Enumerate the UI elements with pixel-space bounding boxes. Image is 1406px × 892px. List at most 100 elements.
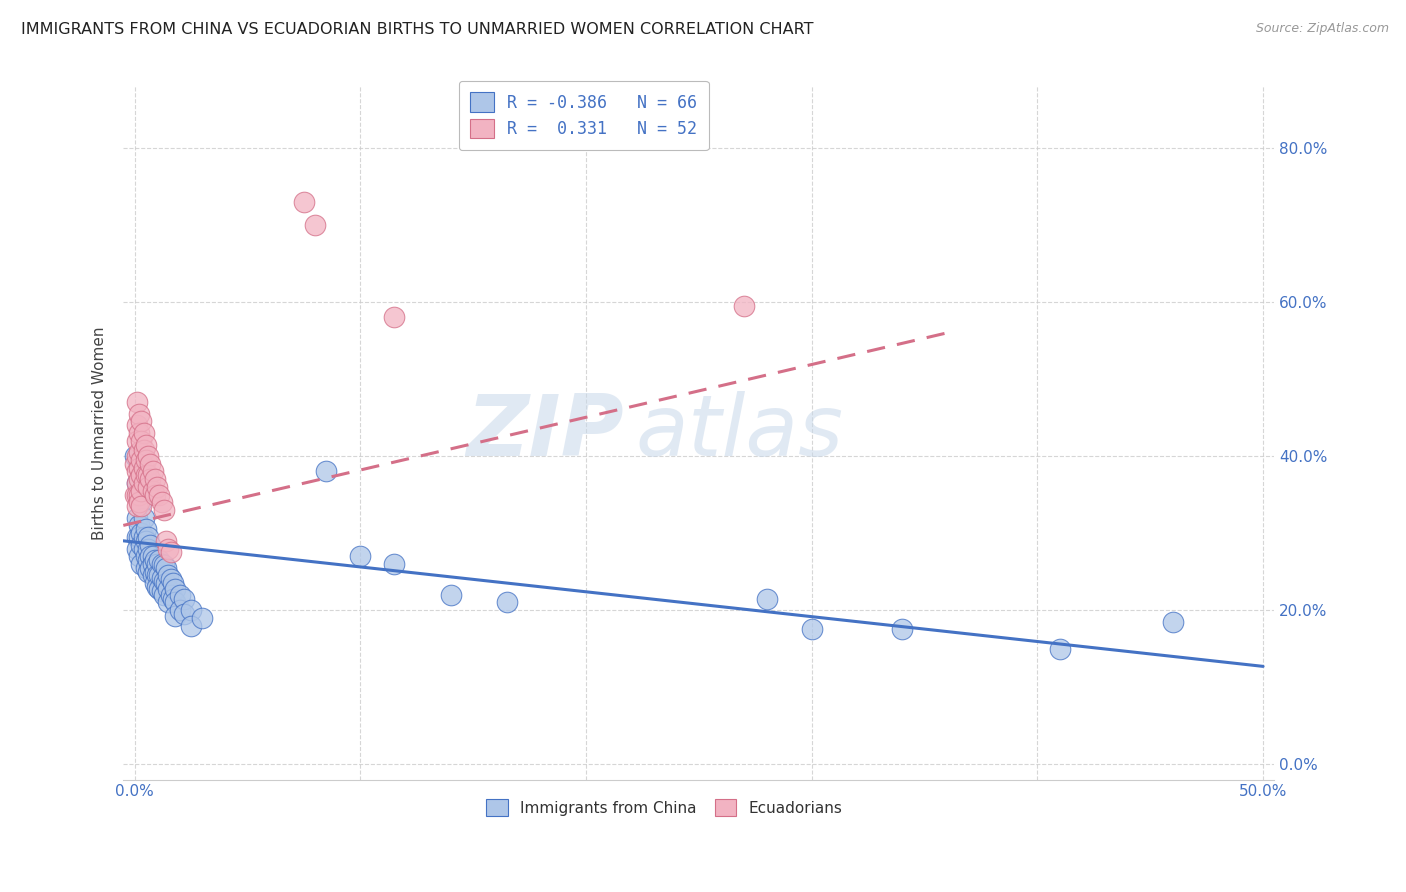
- Point: [153, 574, 176, 588]
- Point: [148, 568, 170, 582]
- Point: [153, 503, 176, 517]
- Point: [136, 541, 159, 556]
- Point: [496, 595, 519, 609]
- Point: [136, 553, 159, 567]
- Point: [125, 449, 148, 463]
- Point: [755, 591, 778, 606]
- Point: [128, 487, 150, 501]
- Point: [180, 618, 202, 632]
- Point: [150, 571, 173, 585]
- Point: [132, 541, 155, 556]
- Point: [146, 557, 169, 571]
- Point: [132, 442, 155, 457]
- Point: [136, 468, 159, 483]
- Point: [155, 561, 177, 575]
- Point: [1049, 641, 1071, 656]
- Point: [135, 468, 157, 483]
- Point: [132, 476, 155, 491]
- Point: [159, 588, 181, 602]
- Text: ZIP: ZIP: [467, 392, 624, 475]
- Point: [124, 449, 146, 463]
- Point: [146, 580, 169, 594]
- Point: [131, 557, 153, 571]
- Point: [146, 568, 169, 582]
- Point: [349, 549, 371, 564]
- Point: [191, 611, 214, 625]
- Point: [315, 465, 337, 479]
- Point: [165, 595, 187, 609]
- Point: [131, 495, 153, 509]
- Point: [125, 499, 148, 513]
- Point: [292, 194, 315, 209]
- Point: [143, 472, 166, 486]
- Point: [153, 558, 176, 573]
- Point: [304, 218, 326, 232]
- Point: [173, 607, 195, 621]
- Point: [139, 561, 162, 575]
- Point: [143, 553, 166, 567]
- Point: [135, 533, 157, 548]
- Point: [153, 588, 176, 602]
- Point: [165, 609, 187, 624]
- Point: [128, 472, 150, 486]
- Point: [135, 522, 157, 536]
- Point: [142, 557, 165, 571]
- Point: [132, 510, 155, 524]
- Point: [142, 568, 165, 582]
- Point: [162, 576, 184, 591]
- Point: [150, 495, 173, 509]
- Point: [139, 472, 162, 486]
- Point: [135, 453, 157, 467]
- Point: [125, 541, 148, 556]
- Point: [439, 588, 461, 602]
- Point: [131, 468, 153, 483]
- Point: [155, 533, 177, 548]
- Point: [142, 549, 165, 564]
- Point: [148, 582, 170, 596]
- Point: [128, 549, 150, 564]
- Point: [125, 465, 148, 479]
- Point: [800, 623, 823, 637]
- Point: [128, 487, 150, 501]
- Point: [131, 499, 153, 513]
- Point: [157, 582, 180, 596]
- Point: [143, 565, 166, 579]
- Point: [136, 449, 159, 463]
- Point: [132, 530, 155, 544]
- Point: [157, 595, 180, 609]
- Point: [148, 487, 170, 501]
- Point: [131, 526, 153, 541]
- Point: [135, 549, 157, 564]
- Point: [136, 530, 159, 544]
- Point: [135, 561, 157, 575]
- Point: [162, 591, 184, 606]
- Point: [733, 299, 755, 313]
- Y-axis label: Births to Unmarried Women: Births to Unmarried Women: [93, 326, 107, 540]
- Point: [125, 476, 148, 491]
- Point: [124, 457, 146, 471]
- Point: [132, 425, 155, 440]
- Point: [165, 582, 187, 596]
- Point: [157, 568, 180, 582]
- Point: [150, 557, 173, 571]
- Text: Source: ZipAtlas.com: Source: ZipAtlas.com: [1256, 22, 1389, 36]
- Point: [128, 495, 150, 509]
- Point: [169, 588, 191, 602]
- Point: [159, 545, 181, 559]
- Point: [125, 418, 148, 433]
- Point: [155, 576, 177, 591]
- Point: [125, 395, 148, 409]
- Point: [143, 576, 166, 591]
- Point: [136, 565, 159, 579]
- Point: [125, 434, 148, 448]
- Point: [146, 480, 169, 494]
- Point: [891, 623, 914, 637]
- Point: [124, 487, 146, 501]
- Point: [143, 487, 166, 501]
- Point: [139, 457, 162, 471]
- Point: [128, 530, 150, 544]
- Point: [150, 583, 173, 598]
- Point: [382, 557, 405, 571]
- Point: [131, 434, 153, 448]
- Point: [142, 465, 165, 479]
